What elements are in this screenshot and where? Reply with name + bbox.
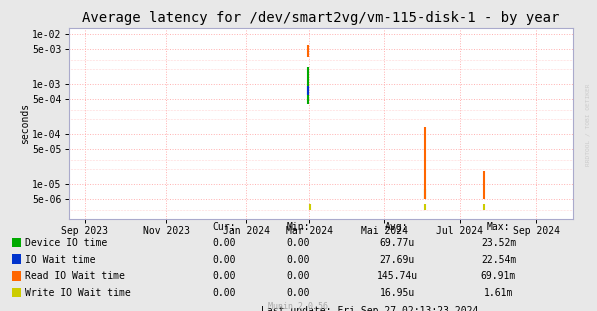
Text: 69.91m: 69.91m xyxy=(481,272,516,281)
Text: 27.69u: 27.69u xyxy=(379,255,415,265)
Text: 145.74u: 145.74u xyxy=(377,272,417,281)
Text: 0.00: 0.00 xyxy=(212,272,236,281)
Text: 0.00: 0.00 xyxy=(287,238,310,248)
Text: 0.00: 0.00 xyxy=(212,238,236,248)
Y-axis label: seconds: seconds xyxy=(20,103,30,144)
Text: 69.77u: 69.77u xyxy=(379,238,415,248)
Text: Cur:: Cur: xyxy=(212,222,236,232)
Text: Device IO time: Device IO time xyxy=(25,238,107,248)
Text: Munin 2.0.56: Munin 2.0.56 xyxy=(269,301,328,310)
Text: RRDTOOL / TOBI OETIKER: RRDTOOL / TOBI OETIKER xyxy=(586,83,590,166)
Text: Max:: Max: xyxy=(487,222,510,232)
Text: Min:: Min: xyxy=(287,222,310,232)
Text: 1.61m: 1.61m xyxy=(484,288,513,298)
Text: Avg:: Avg: xyxy=(385,222,409,232)
Text: Read IO Wait time: Read IO Wait time xyxy=(25,272,125,281)
Text: 0.00: 0.00 xyxy=(212,288,236,298)
Text: 23.52m: 23.52m xyxy=(481,238,516,248)
Text: Last update: Fri Sep 27 02:13:23 2024: Last update: Fri Sep 27 02:13:23 2024 xyxy=(261,306,479,311)
Text: 0.00: 0.00 xyxy=(287,288,310,298)
Text: IO Wait time: IO Wait time xyxy=(25,255,96,265)
Text: 0.00: 0.00 xyxy=(287,255,310,265)
Text: 0.00: 0.00 xyxy=(287,272,310,281)
Text: 22.54m: 22.54m xyxy=(481,255,516,265)
Text: 16.95u: 16.95u xyxy=(379,288,415,298)
Title: Average latency for /dev/smart2vg/vm-115-disk-1 - by year: Average latency for /dev/smart2vg/vm-115… xyxy=(82,12,559,26)
Text: 0.00: 0.00 xyxy=(212,255,236,265)
Text: Write IO Wait time: Write IO Wait time xyxy=(25,288,131,298)
